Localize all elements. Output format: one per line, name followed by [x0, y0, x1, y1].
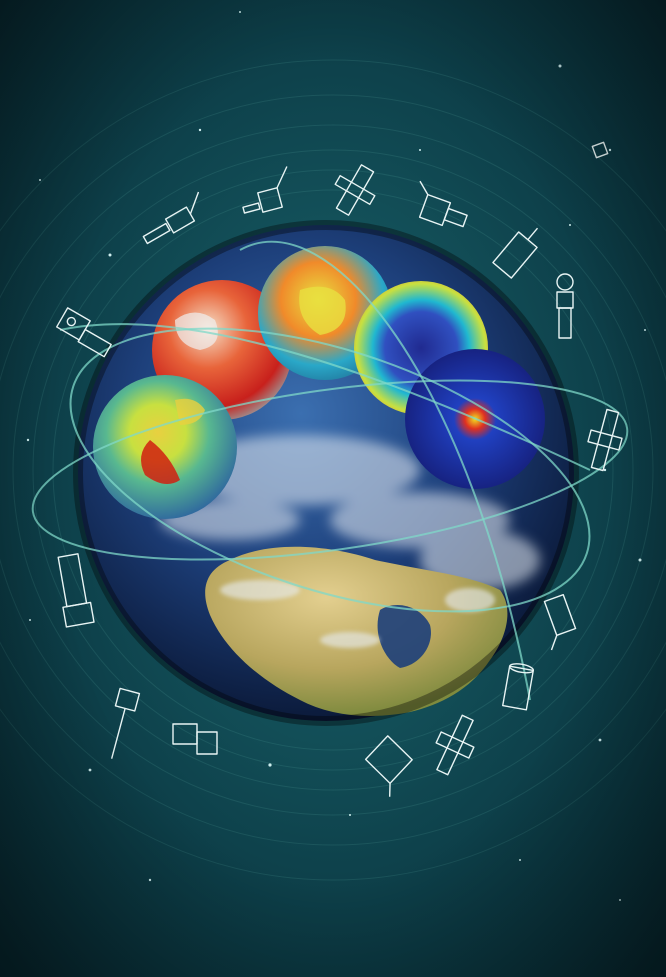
earth-observation-illustration — [0, 0, 666, 977]
scene-svg — [0, 0, 666, 977]
vignette — [0, 0, 666, 977]
